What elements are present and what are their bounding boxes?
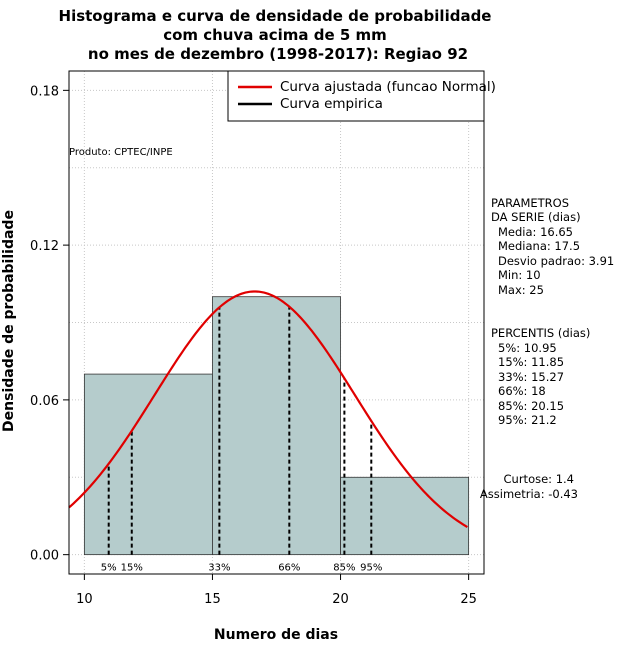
percentile-label-3: 66% — [278, 563, 300, 574]
parameter-sd: Desvio padrao: 3.91 — [498, 254, 614, 268]
legend: Curva ajustada (funcao Normal) Curva emp… — [227, 70, 496, 122]
fitted-normal-curve — [68, 290, 468, 528]
percentile-value-66: 66%: 18 — [498, 384, 546, 398]
histogram-bar-1 — [83, 373, 213, 556]
histogram-bar-3 — [340, 476, 470, 556]
percentile-value-85: 85%: 20.15 — [498, 399, 564, 413]
y-axis-title: Densidade de probabilidade — [1, 210, 17, 432]
parameter-median: Mediana: 17.5 — [498, 239, 580, 253]
parameters-heading-1: PARAMETROS — [491, 196, 569, 210]
legend-box — [227, 70, 485, 122]
product-annotation: Produto: CPTEC/INPE — [69, 147, 173, 158]
histogram-bars — [83, 296, 470, 556]
percentiles-panel: PERCENTIS (dias) 5%: 10.95 15%: 11.85 33… — [491, 326, 590, 427]
parameters-heading-2: DA SERIE (dias) — [491, 210, 581, 224]
percentile-value-5: 5%: 10.95 — [498, 341, 557, 355]
parameter-mean: Media: 16.65 — [498, 225, 573, 239]
y-tick-label-2: 0.12 — [30, 239, 59, 254]
parameter-max: Max: 25 — [498, 283, 544, 297]
x-tick-label-25: 25 — [460, 592, 477, 607]
percentiles-heading: PERCENTIS (dias) — [491, 326, 590, 340]
parameters-panel: PARAMETROS DA SERIE (dias) Media: 16.65 … — [491, 196, 614, 297]
y-tick-label-3: 0.18 — [30, 84, 59, 99]
chart-title-line-1: Histograma e curva de densidade de proba… — [59, 7, 492, 25]
percentile-value-95: 95%: 21.2 — [498, 413, 557, 427]
x-tick-label-20: 20 — [332, 592, 349, 607]
percentile-value-33: 33%: 15.27 — [498, 370, 564, 384]
density-curves — [68, 290, 468, 528]
x-tick-label-15: 15 — [204, 592, 221, 607]
y-tick-label-1: 0.06 — [30, 394, 59, 409]
chart-title-line-3: no mes de dezembro (1998-2017): Regiao 9… — [88, 45, 468, 63]
histogram-bar-2 — [212, 296, 341, 556]
percentile-label-0: 5% — [101, 563, 117, 574]
skewness-value: Assimetria: -0.43 — [480, 487, 578, 501]
percentile-label-4: 85% — [333, 563, 355, 574]
y-tick-label-0: 0.00 — [30, 549, 59, 564]
legend-fitted-label: Curva ajustada (funcao Normal) — [280, 79, 496, 95]
percentile-label-1: 15% — [121, 563, 143, 574]
kurtosis-value: Curtose: 1.4 — [504, 472, 574, 486]
legend-empirical-label: Curva empirica — [280, 96, 383, 112]
percentile-markers: 5% 15% 33% 66% 85% 95% — [101, 306, 382, 574]
parameter-min: Min: 10 — [498, 268, 541, 282]
percentile-label-5: 95% — [360, 563, 382, 574]
percentile-label-2: 33% — [208, 563, 230, 574]
chart-title-line-2: com chuva acima de 5 mm — [163, 26, 387, 44]
x-axis-title: Numero de dias — [214, 627, 338, 643]
axes: 10 15 20 25 0.00 0.06 0.12 0.18 — [30, 84, 477, 607]
shape-stats-panel: Curtose: 1.4 Assimetria: -0.43 — [480, 472, 578, 501]
percentile-value-15: 15%: 11.85 — [498, 355, 564, 369]
x-tick-label-10: 10 — [76, 592, 93, 607]
